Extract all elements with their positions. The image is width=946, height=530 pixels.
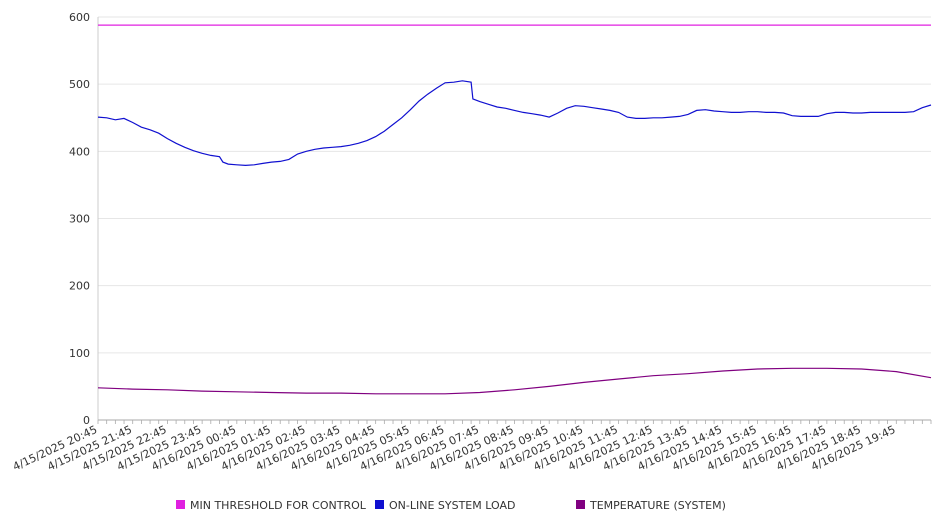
gridlines [98, 16, 931, 354]
y-tick-label: 300 [69, 213, 90, 226]
y-tick-label: 0 [83, 414, 90, 427]
legend-swatch [375, 500, 384, 509]
legend-label: TEMPERATURE (SYSTEM) [589, 499, 726, 512]
axes [97, 17, 932, 424]
x-axis-ticks: 4/15/2025 20:454/15/2025 21:454/15/2025 … [11, 423, 898, 473]
y-tick-label: 400 [69, 145, 90, 158]
y-tick-label: 500 [69, 78, 90, 91]
series-line-1 [97, 80, 932, 167]
y-tick-label: 200 [69, 280, 90, 293]
series-line-2 [97, 367, 932, 395]
legend-swatch [176, 500, 185, 509]
series-lines [97, 24, 932, 395]
legend-label: MIN THRESHOLD FOR CONTROL [190, 499, 367, 512]
legend-label: ON-LINE SYSTEM LOAD [389, 499, 515, 512]
y-axis-ticks: 0 100 200 300 400 500 600 [69, 11, 90, 427]
legend-swatch [576, 500, 585, 509]
y-tick-label: 100 [69, 347, 90, 360]
y-tick-label: 600 [69, 11, 90, 24]
legend: MIN THRESHOLD FOR CONTROL ON-LINE SYSTEM … [176, 499, 726, 512]
